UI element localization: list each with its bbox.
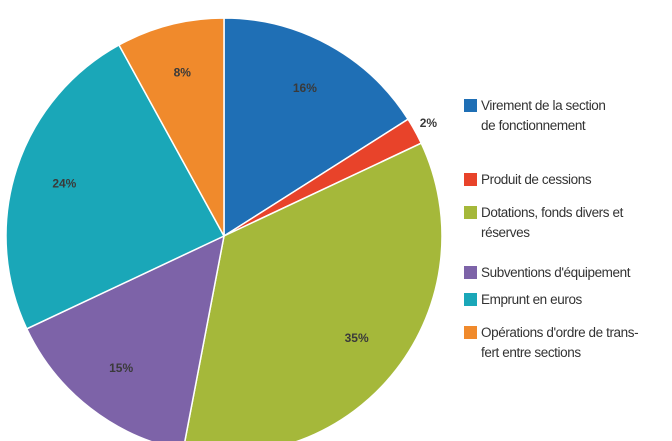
value-label: 15% bbox=[109, 361, 133, 375]
chart: 16% 2% 35% 15% 24% 8% bbox=[5, 17, 443, 441]
legend-item: Produit de cessions bbox=[464, 170, 669, 190]
value-label: 2% bbox=[420, 116, 438, 130]
legend-item: Dotations, fonds divers et réserves bbox=[464, 203, 669, 243]
pie-slice bbox=[5, 43, 226, 330]
legend-label: Emprunt en euros bbox=[481, 292, 582, 307]
legend-swatch bbox=[464, 326, 477, 339]
value-label: 16% bbox=[293, 81, 317, 95]
legend-swatch bbox=[464, 266, 477, 279]
legend-label: Virement de la section de fonctionnement bbox=[481, 98, 606, 133]
pie-slice bbox=[184, 142, 443, 441]
pie-slice bbox=[25, 234, 226, 441]
legend-item: Opérations d'ordre de trans- fert entre … bbox=[464, 323, 669, 363]
legend-label: Opérations d'ordre de trans- fert entre … bbox=[481, 325, 639, 360]
pie-slice bbox=[223, 17, 410, 238]
legend-swatch bbox=[464, 293, 477, 306]
legend-label: Dotations, fonds divers et réserves bbox=[481, 205, 623, 240]
legend-label: Produit de cessions bbox=[481, 172, 592, 187]
legend-swatch bbox=[464, 173, 477, 186]
pie-slice bbox=[117, 17, 225, 237]
value-label: 35% bbox=[345, 331, 369, 345]
legend-swatch bbox=[464, 99, 477, 112]
legend-item: Virement de la section de fonctionnement bbox=[464, 96, 669, 136]
legend-label: Subventions d'équipement bbox=[481, 265, 631, 280]
value-label: 8% bbox=[174, 66, 192, 80]
legend-swatch bbox=[464, 206, 477, 219]
legend-item: Subventions d'équipement bbox=[464, 263, 669, 283]
value-label: 24% bbox=[52, 176, 76, 190]
legend-item: Emprunt en euros bbox=[464, 290, 669, 310]
